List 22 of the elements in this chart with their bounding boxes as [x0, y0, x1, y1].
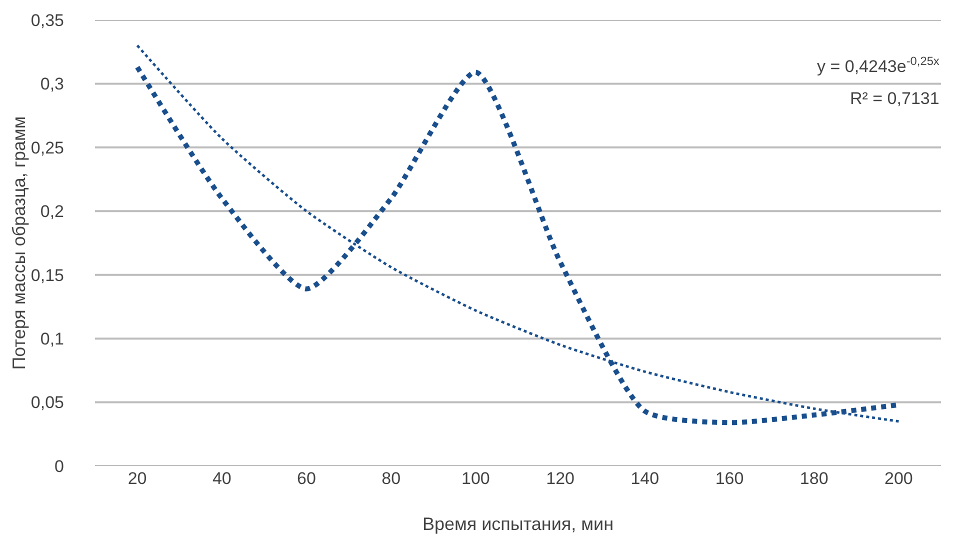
x-tick-label: 80: [382, 469, 401, 488]
x-tick-label: 100: [462, 469, 490, 488]
annotation: R² = 0,7131: [850, 89, 940, 108]
y-tick-label: 0,2: [40, 202, 64, 222]
y-tick-label: 0,15: [30, 266, 64, 285]
x-axis-title: Время испытания, мин: [422, 514, 614, 534]
y-tick-label: 0: [54, 456, 64, 476]
x-tick-label: 40: [212, 469, 232, 488]
x-tick-label: 60: [297, 469, 316, 488]
y-tick-label: 0,05: [30, 393, 64, 412]
y-axis-title: Потеря массы образца, грамм: [8, 116, 29, 370]
y-tick-label: 0,1: [40, 330, 64, 349]
x-tick-label: 120: [546, 469, 574, 488]
annotation: y = 0,4243e$^{-0,25x}$: [817, 54, 940, 76]
x-tick-label: 20: [128, 469, 147, 488]
y-tick-label: 0,35: [30, 10, 64, 30]
y-tick-label: 0,3: [40, 74, 64, 94]
x-tick-label: 180: [800, 469, 828, 488]
x-tick-label: 200: [884, 469, 913, 488]
x-tick-label: 140: [630, 469, 660, 488]
x-tick-label: 160: [715, 469, 744, 488]
y-tick-label: 0,25: [30, 138, 64, 158]
